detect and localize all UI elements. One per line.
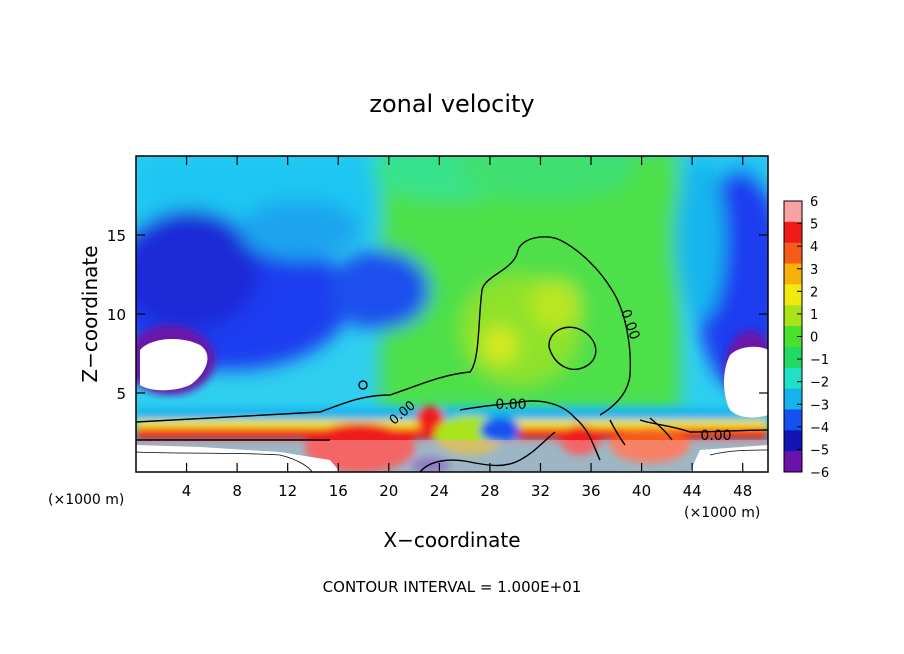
colorbar-swatch <box>784 409 802 431</box>
colorbar-tick-label: −6 <box>810 466 829 481</box>
colorbar-swatch <box>784 430 802 452</box>
y-tick-label: 5 <box>116 385 126 403</box>
x-tick-label: 16 <box>329 482 348 500</box>
contour-label: 0.00 <box>495 397 526 413</box>
x-tick-label: 24 <box>430 482 449 500</box>
colorbar-tick-label: −5 <box>810 443 829 458</box>
colorbar-tick-label: 5 <box>810 218 818 233</box>
colorbar-tick-label: 2 <box>810 285 818 300</box>
x-axis-label: X−coordinate <box>383 528 520 552</box>
x-tick-label: 20 <box>379 482 398 500</box>
x-tick-label: 4 <box>182 482 192 500</box>
colorbar: 6 5 4 3 2 1 0 −1 −2 −3 −4 −5 −6 <box>783 195 829 481</box>
contour-lines <box>136 236 768 472</box>
colorbar-tick-label: 3 <box>810 263 818 278</box>
chart-title: zonal velocity <box>369 90 534 118</box>
colorbar-swatch <box>784 263 802 285</box>
x-axis: 4 8 12 16 20 24 28 32 36 40 44 48 <box>182 156 752 500</box>
contour-interval-note: CONTOUR INTERVAL = 1.000E+01 <box>323 578 582 596</box>
colorbar-swatch <box>784 242 802 265</box>
y-tick-label: 10 <box>107 306 126 324</box>
heatmap-field <box>136 156 768 472</box>
x-axis-unit-right: (×1000 m) <box>684 505 760 521</box>
colorbar-tick-label: −3 <box>810 398 829 413</box>
colorbar-tick-label: 6 <box>810 195 818 210</box>
x-tick-label: 12 <box>278 482 297 500</box>
colorbar-tick-label: −2 <box>810 376 829 391</box>
x-tick-label: 32 <box>531 482 550 500</box>
colorbar-swatch <box>784 221 802 244</box>
x-tick-label: 8 <box>232 482 242 500</box>
colorbar-tick-label: −1 <box>810 353 829 368</box>
colorbar-tick-label: 1 <box>810 308 818 323</box>
colorbar-swatch <box>784 388 802 410</box>
colorbar-swatch <box>784 201 802 223</box>
x-tick-label: 28 <box>480 482 499 500</box>
colorbar-swatch <box>784 284 802 306</box>
colorbar-swatch <box>784 305 802 327</box>
colorbar-tick-label: 4 <box>810 240 818 255</box>
y-axis: 5 10 15 <box>107 227 768 403</box>
x-tick-label: 40 <box>632 482 651 500</box>
y-tick-label: 15 <box>107 227 126 245</box>
colorbar-tick-label: 0 <box>810 331 818 346</box>
x-tick-label: 36 <box>581 482 600 500</box>
colorbar-tick-label: −4 <box>810 421 829 436</box>
colorbar-swatch <box>784 346 802 369</box>
x-tick-label: 48 <box>733 482 752 500</box>
contour-lines-thin <box>136 449 768 472</box>
x-axis-unit-left: (×1000 m) <box>48 492 124 508</box>
colorbar-swatch <box>784 451 802 473</box>
colorbar-swatch <box>784 326 802 348</box>
colorbar-swatch <box>784 367 802 390</box>
x-tick-label: 44 <box>683 482 702 500</box>
y-axis-label: Z−coordinate <box>78 245 102 382</box>
contour-label: 0.00 <box>700 428 731 444</box>
